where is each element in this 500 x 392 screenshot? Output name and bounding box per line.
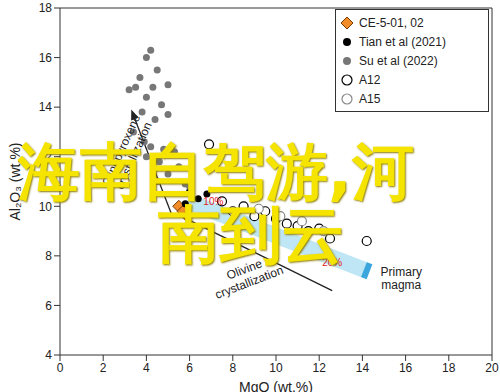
svg-text:4: 4 (45, 348, 52, 362)
svg-text:Primarymagma: Primarymagma (381, 265, 422, 293)
svg-text:14: 14 (39, 100, 53, 114)
svg-text:MgO (wt.%): MgO (wt.%) (239, 379, 313, 392)
svg-text:6: 6 (186, 361, 193, 375)
svg-text:6: 6 (45, 299, 52, 313)
svg-text:18: 18 (442, 361, 456, 375)
svg-text:14: 14 (356, 361, 370, 375)
svg-text:16: 16 (39, 51, 53, 65)
svg-text:2: 2 (100, 361, 107, 375)
svg-text:10: 10 (269, 361, 283, 375)
svg-text:0: 0 (57, 361, 64, 375)
svg-text:8: 8 (229, 361, 236, 375)
svg-text:4: 4 (143, 361, 150, 375)
svg-text:16: 16 (399, 361, 413, 375)
svg-text:18: 18 (39, 1, 53, 15)
svg-text:12: 12 (313, 361, 327, 375)
svg-text:20: 20 (485, 361, 492, 375)
svg-text:8: 8 (45, 249, 52, 263)
